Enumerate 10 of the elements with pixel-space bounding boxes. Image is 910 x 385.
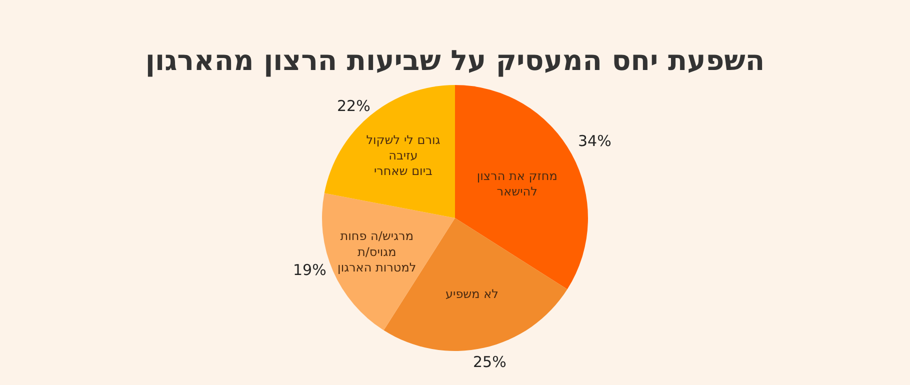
chart-title: השפעת יחס המעסיק על שביעות הרצון מהארגון [145, 44, 765, 77]
pie-slice [324, 85, 455, 218]
slice-label: לא משפיע [445, 287, 498, 302]
data-label: 34% [578, 132, 612, 150]
slice-label: גורם לי לשקול עזיבה ביום שאחרי [366, 132, 440, 178]
slice-label: מרגיש/ה פחות מגויס/ת למטרות הארגון [338, 229, 416, 274]
data-label: 19% [293, 261, 326, 279]
data-label: 22% [337, 97, 370, 115]
slice-label: מחזק את הרצון להישאר [476, 169, 558, 199]
data-label: 25% [473, 353, 506, 371]
